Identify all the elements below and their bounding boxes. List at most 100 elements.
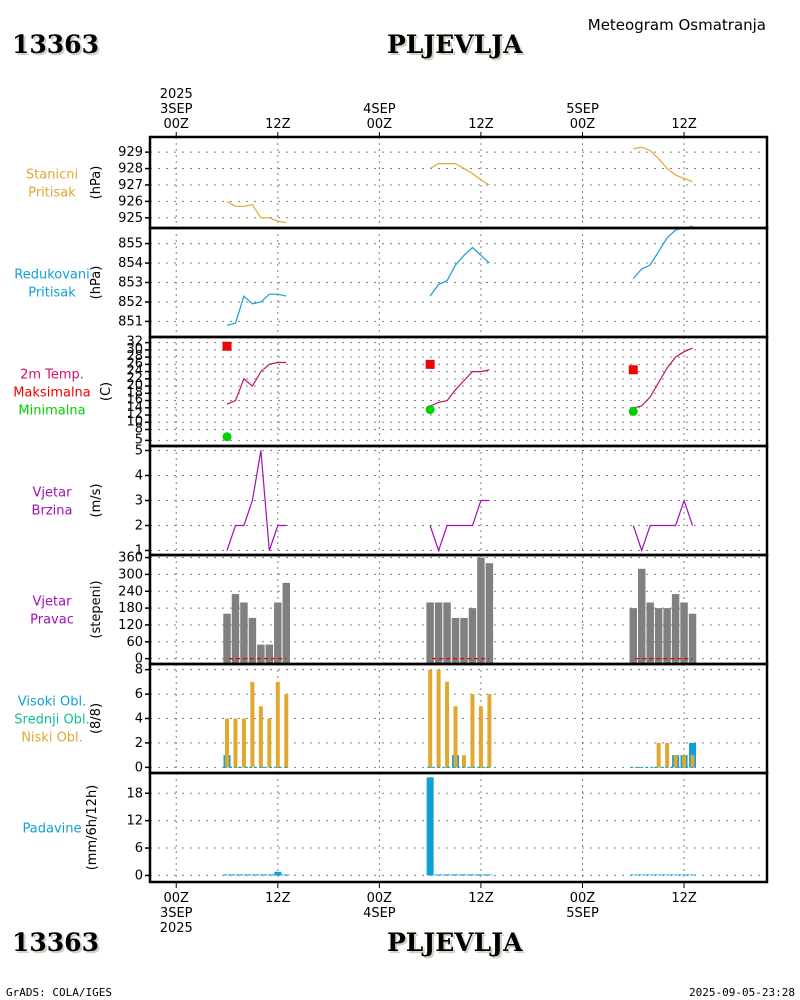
low-cloud-bar (445, 681, 450, 768)
y-tick-label: 16 (126, 393, 143, 408)
panel-label: Maksimalna (13, 386, 91, 401)
panel-cloud-cover: 0 2 4 6 8 (8/8)Visoki Obl. Srednji Obl. Niski O… (14, 663, 769, 775)
low-cloud-bar (453, 706, 458, 768)
y-axis-label: (stepeni) (89, 580, 104, 638)
low-cloud-bar (233, 718, 238, 768)
top-time-label: 12Z (671, 117, 697, 132)
panel-label: Vjetar (33, 595, 73, 610)
y-tick-label: 0 (135, 652, 143, 667)
low-cloud-bar (462, 755, 467, 768)
panel-label: Minimalna (18, 404, 85, 419)
y-tick-label: 851 (118, 314, 143, 329)
panel-label: Brzina (32, 504, 73, 519)
bottom-time-label: 00Z (164, 891, 190, 906)
panel-frame (148, 226, 769, 339)
y-axis-label: (mm/6h/12h) (85, 785, 100, 871)
y-tick-label: 30 (126, 342, 143, 357)
footer-station-id: 13363 (12, 928, 99, 957)
top-time-label: 00Z (164, 117, 190, 132)
y-tick-label: 929 (118, 145, 143, 160)
y-tick-label: 18 (126, 385, 143, 400)
y-tick-label: 5 (135, 432, 143, 447)
bottom-time-label: 00Z (367, 891, 393, 906)
y-tick-label: 300 (118, 567, 143, 582)
y-tick-label: 4 (135, 469, 143, 484)
wind-direction-bar (240, 602, 248, 664)
wind-direction-bar (688, 613, 697, 664)
low-cloud-bar (241, 718, 246, 768)
low-cloud-bar (250, 681, 255, 768)
low-cloud-bar (436, 669, 441, 768)
footer-station-id-shadow: 13363 (14, 930, 101, 959)
bottom-time-label: 12Z (671, 891, 697, 906)
panel-label: Niski Obl. (21, 731, 83, 746)
wind-direction-bar (638, 568, 646, 664)
low-cloud-bar (478, 706, 483, 768)
wind-direction-bar (257, 644, 265, 664)
min-temp-marker (628, 406, 638, 416)
y-tick-label: 854 (118, 256, 143, 271)
y-tick-label: 2 (135, 736, 143, 751)
top-time-label: 5SEP (566, 102, 599, 117)
y-tick-label: 3 (135, 494, 143, 509)
top-time-label: 12Z (265, 117, 291, 132)
wind-direction-bar (654, 608, 663, 664)
bottom-time-label: 12Z (265, 891, 291, 906)
y-tick-label: 925 (118, 211, 143, 226)
y-axis-label: (8/8) (89, 703, 104, 734)
low-cloud-bar (682, 755, 687, 768)
station-pressure-line (226, 200, 287, 224)
panel-label: Vjetar (33, 486, 73, 501)
top-time-label: 4SEP (363, 102, 396, 117)
y-tick-label: 28 (126, 349, 143, 364)
wind-direction-bar (671, 594, 680, 664)
panel-label: Redukovani (14, 268, 89, 283)
y-tick-label: 928 (118, 162, 143, 177)
y-tick-label: 2 (135, 519, 143, 534)
panel-label: 2m Temp. (20, 368, 84, 383)
wind-direction-bar (265, 644, 274, 664)
top-time-label: 12Z (468, 117, 494, 132)
max-temp-marker (628, 365, 638, 375)
precipitation-bar (426, 777, 434, 876)
low-cloud-bar (665, 742, 670, 768)
low-cloud-bar (275, 681, 280, 768)
bottom-time-label: 4SEP (363, 906, 396, 921)
y-axis-label: (hPa) (89, 166, 104, 200)
precipitation-bar (274, 871, 282, 876)
panel-frame (148, 444, 769, 557)
y-tick-label: 240 (118, 584, 143, 599)
wind-direction-bar (443, 602, 451, 664)
low-cloud-bar (284, 694, 289, 768)
max-temp-marker (222, 341, 232, 351)
bottom-time-label: 3SEP (160, 906, 193, 921)
wind-direction-bar (485, 563, 494, 664)
low-cloud-bar (487, 694, 492, 768)
y-tick-label: 855 (118, 237, 143, 252)
wind-direction-bar (629, 608, 638, 664)
low-cloud-bar (656, 742, 661, 768)
wind-direction-bar (663, 608, 671, 664)
wind-speed-line (429, 499, 490, 553)
top-time-label: 00Z (367, 117, 393, 132)
panel-frame (148, 135, 769, 230)
wind-direction-bar (468, 608, 477, 664)
bottom-time-label: 00Z (570, 891, 596, 906)
panel-label: Visoki Obl. (18, 695, 86, 710)
panel-label: Padavine (23, 822, 82, 837)
wind-direction-bar (274, 602, 282, 664)
y-tick-label: 8 (135, 422, 143, 437)
y-tick-label: 5 (135, 444, 143, 459)
low-cloud-bar (690, 755, 695, 768)
max-temp-marker (425, 359, 435, 369)
wind-direction-bar (231, 594, 240, 664)
low-cloud-bar (258, 706, 263, 768)
y-tick-label: 852 (118, 295, 143, 310)
y-tick-label: 12 (126, 407, 143, 422)
y-axis-label: (m/s) (89, 484, 104, 518)
top-time-label: 2025 (160, 87, 193, 102)
y-tick-label: 853 (118, 276, 143, 291)
panel-precipitation: 0 6 12 18 (mm/6h/12h)Padavine (23, 771, 769, 883)
